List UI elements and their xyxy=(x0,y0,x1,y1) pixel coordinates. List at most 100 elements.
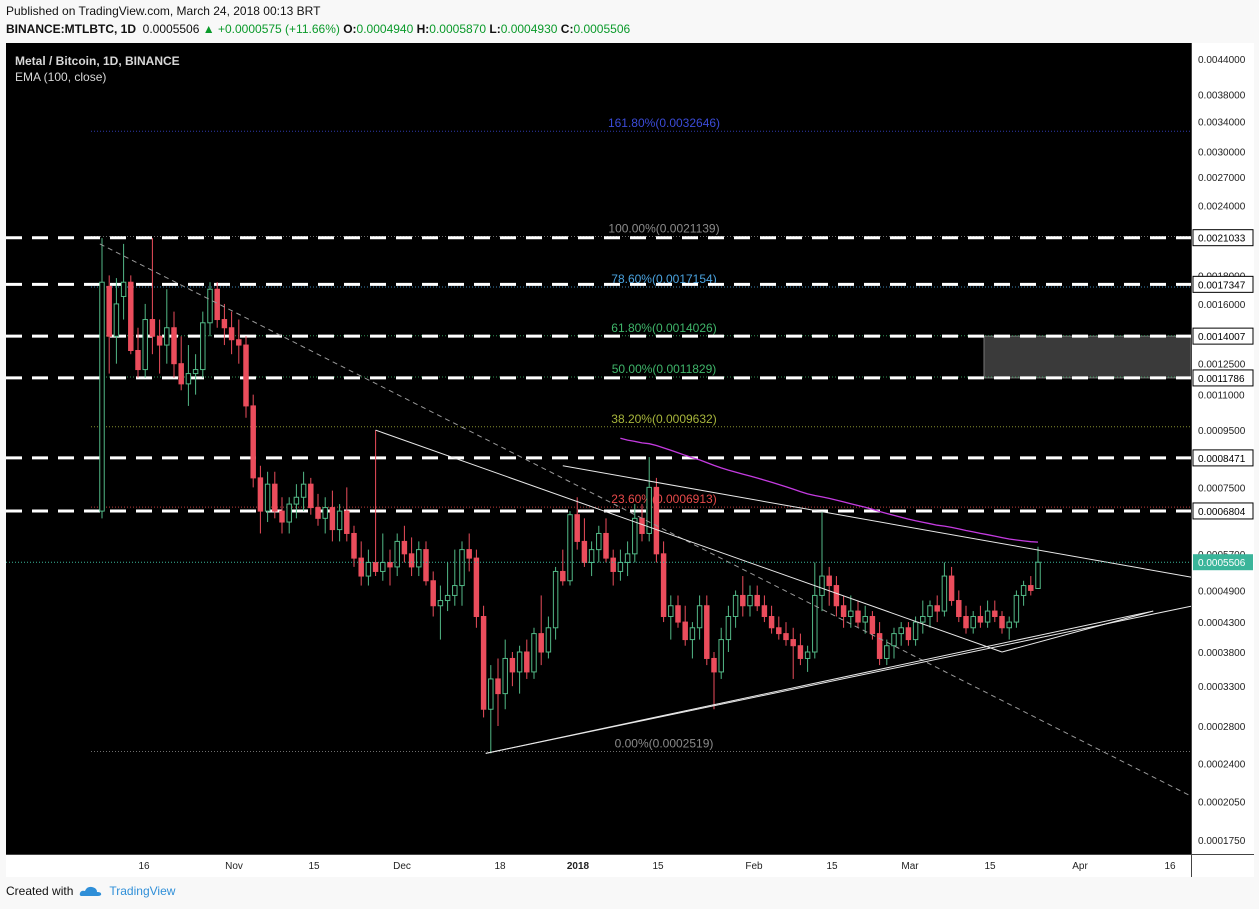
horizontal-level-value: 0.0008471 xyxy=(1198,454,1246,465)
resistance-line xyxy=(562,465,1192,578)
tradingview-cloud-icon xyxy=(80,886,102,896)
price-tick-label: 0.0038000 xyxy=(1198,90,1246,101)
candle-body xyxy=(624,553,631,563)
high-value: 0.0005870 xyxy=(429,22,487,36)
candle-body xyxy=(855,610,861,623)
horizontal-level-value: 0.0014007 xyxy=(1198,332,1246,343)
candle-body xyxy=(783,633,789,641)
candle-body xyxy=(164,327,170,346)
price-tick-label: 0.0016000 xyxy=(1198,300,1246,311)
candle-body xyxy=(1028,585,1034,591)
candle-body xyxy=(99,281,105,512)
last-price-value: 0.0005506 xyxy=(1198,558,1246,569)
time-tick-label: 18 xyxy=(494,861,506,872)
tradingview-brand[interactable]: TradingView xyxy=(109,884,176,898)
candle-body xyxy=(308,483,314,509)
price-tick-label: 0.0004900 xyxy=(1198,586,1246,597)
legend-indicator: EMA (100, close) xyxy=(15,70,107,84)
price-tick-label: 0.0034000 xyxy=(1198,117,1246,128)
chart-svg[interactable]: 161.80%(0.0032646) 100.00%(0.0021139) 78.6… xyxy=(6,43,1192,854)
candle-body xyxy=(826,575,832,587)
candle-body xyxy=(113,303,120,337)
candle-body xyxy=(380,561,386,572)
supply-zone-box xyxy=(983,335,1192,379)
time-tick-label: 16 xyxy=(1164,861,1176,872)
candle-body xyxy=(1013,594,1020,623)
candle-body xyxy=(459,549,465,587)
candle-body xyxy=(358,557,364,577)
candle-body xyxy=(257,477,264,512)
candle-body xyxy=(473,557,480,618)
candle-body xyxy=(790,639,796,647)
candle-body xyxy=(437,600,444,607)
ema-line xyxy=(620,437,1039,543)
fib-level-label: 50.00%(0.0011829) xyxy=(612,362,717,376)
time-axis[interactable]: 16 Nov 15 Dec 18 2018 15 Feb 15 Mar 15 Apr 16 xyxy=(6,854,1191,877)
triangle-upper-line xyxy=(375,429,1003,653)
time-tick-label: Feb xyxy=(745,861,763,872)
candle-body xyxy=(394,540,400,568)
candle-body xyxy=(329,507,336,531)
price-tick-label: 0.0003800 xyxy=(1198,648,1246,659)
candle-body xyxy=(495,678,501,695)
candle-body xyxy=(876,633,883,659)
candle-body xyxy=(243,344,249,407)
horizontal-level-box xyxy=(1192,229,1254,247)
horizontal-level-box xyxy=(1192,502,1254,520)
candle-body xyxy=(596,532,602,551)
price-tick-label: 0.0004300 xyxy=(1198,618,1246,629)
descending-trendline-dashed xyxy=(99,243,1192,797)
candle-body xyxy=(135,349,141,371)
candle-body xyxy=(963,616,969,629)
open-value: 0.0004940 xyxy=(356,22,414,36)
price-tick-label: 0.0002400 xyxy=(1198,759,1246,770)
support-line xyxy=(485,605,1192,754)
candle-body xyxy=(603,532,609,559)
candle-body xyxy=(696,605,703,629)
candle-body xyxy=(732,594,739,618)
close-label: C: xyxy=(560,22,574,36)
candle-body xyxy=(185,373,192,385)
fib-level-label: 161.80%(0.0032646) xyxy=(608,116,720,130)
price-axis[interactable]: 0.0044000 0.0038000 0.0034000 0.0030000 0.00… xyxy=(1191,43,1254,854)
candle-body xyxy=(488,678,494,710)
chart-pane[interactable]: 161.80%(0.0032646) 100.00%(0.0021139) 78.6… xyxy=(6,43,1192,854)
candle-body xyxy=(300,483,307,498)
horizontal-level-value: 0.0006804 xyxy=(1198,507,1246,518)
candle-body xyxy=(747,594,753,607)
candle-body xyxy=(567,514,573,582)
candle-body xyxy=(912,621,919,641)
low-value: 0.0004930 xyxy=(500,22,558,36)
candle-body xyxy=(725,616,732,641)
candle-body xyxy=(416,549,422,568)
candle-body xyxy=(207,288,213,324)
price-tick-label: 0.0030000 xyxy=(1198,148,1246,159)
candle-body xyxy=(444,594,451,602)
candle-body xyxy=(869,616,876,635)
candle-body xyxy=(1020,585,1027,596)
time-tick-label: 15 xyxy=(652,861,664,872)
candle-body xyxy=(934,605,940,612)
change-value: +0.0000575 (+11.66%) xyxy=(217,22,340,36)
candle-body xyxy=(430,580,436,607)
price-tick-label: 0.0012500 xyxy=(1198,360,1246,371)
candle-body xyxy=(970,616,976,629)
horizontal-level-box xyxy=(1192,369,1254,387)
candle-body xyxy=(898,627,904,635)
candle-body xyxy=(372,561,379,572)
time-tick-label: 2018 xyxy=(567,861,590,872)
candle-body xyxy=(812,594,818,653)
candle-body xyxy=(142,319,148,371)
candle-body xyxy=(315,507,321,519)
time-tick-label: 15 xyxy=(308,861,320,872)
horizontal-level-value: 0.0021033 xyxy=(1198,234,1246,245)
candle-body xyxy=(704,605,710,659)
horizontal-level-box xyxy=(1192,449,1254,467)
candle-body xyxy=(797,645,804,659)
price-tick-label: 0.0003300 xyxy=(1198,682,1246,693)
time-axis-svg[interactable]: 16 Nov 15 Dec 18 2018 15 Feb 15 Mar 15 Apr 16 xyxy=(6,855,1191,877)
candle-body xyxy=(228,327,235,341)
candle-body xyxy=(761,605,768,618)
price-axis-svg[interactable]: 0.0044000 0.0038000 0.0034000 0.0030000 0.00… xyxy=(1192,43,1254,854)
legend-title: Metal / Bitcoin, 1D, BINANCE xyxy=(15,54,180,68)
